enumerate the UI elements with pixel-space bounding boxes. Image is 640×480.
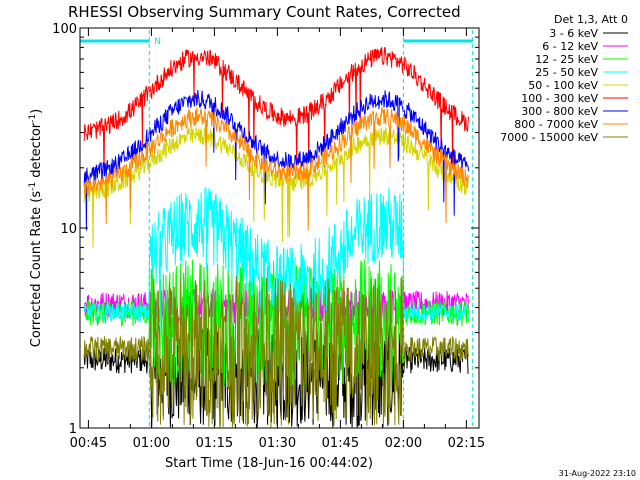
legend-label-3: 12 - 25 keV [535, 53, 598, 66]
x-tick-label: 01:30 [259, 436, 296, 451]
x-tick-label: 00:45 [70, 436, 107, 451]
y-tick-label: 1 [69, 422, 77, 437]
y-tick-label: 100 [52, 22, 77, 37]
y-axis-label: Corrected Count Rate (s-1 detector-1) [28, 109, 44, 347]
series-line-4 [83, 187, 469, 333]
series-line-5 [83, 126, 469, 249]
footer-timestamp: 31-Aug-2022 23:10 [559, 469, 636, 478]
legend-label-7: 300 - 800 keV [521, 105, 598, 118]
series-line-9 [83, 276, 469, 428]
legend-label-2: 6 - 12 keV [542, 40, 598, 53]
plot-area: N 00:45 01:00 01:15 01:30 01:45 02:00 02:15 1 10… [52, 22, 485, 451]
x-tick-label: 01:00 [133, 436, 170, 451]
series-line-6 [83, 47, 469, 177]
x-tick-label: 02:15 [448, 436, 485, 451]
y-tick-label: 10 [60, 222, 77, 237]
legend-header: Det 1,3, Att 0 [554, 13, 628, 26]
axis-ticks: 00:45 01:00 01:15 01:30 01:45 02:00 02:15 1 10 10… [52, 22, 485, 451]
series-line-8 [83, 107, 469, 231]
legend-label-5: 50 - 100 keV [528, 79, 598, 92]
x-tick-label: 02:00 [385, 436, 422, 451]
x-axis-label: Start Time (18-Jun-16 00:44:02) [165, 456, 373, 471]
night-markers: N [80, 30, 474, 428]
series-layer [83, 47, 469, 428]
chart-title: RHESSI Observing Summary Count Rates, Co… [68, 3, 461, 21]
x-tick-label: 01:15 [196, 436, 233, 451]
svg-text:Corrected Count Rate (s-1 dete: Corrected Count Rate (s-1 detector-1) [28, 109, 44, 347]
legend-label-6: 100 - 300 keV [521, 92, 598, 105]
legend-label-9: 7000 - 15000 keV [500, 131, 598, 144]
x-tick-label: 01:45 [322, 436, 359, 451]
legend-label-4: 25 - 50 keV [535, 66, 598, 79]
night-label: N [154, 37, 161, 47]
legend-label-8: 800 - 7000 keV [514, 118, 598, 131]
series-line-7 [83, 89, 469, 231]
legend-label-1: 3 - 6 keV [549, 27, 598, 40]
